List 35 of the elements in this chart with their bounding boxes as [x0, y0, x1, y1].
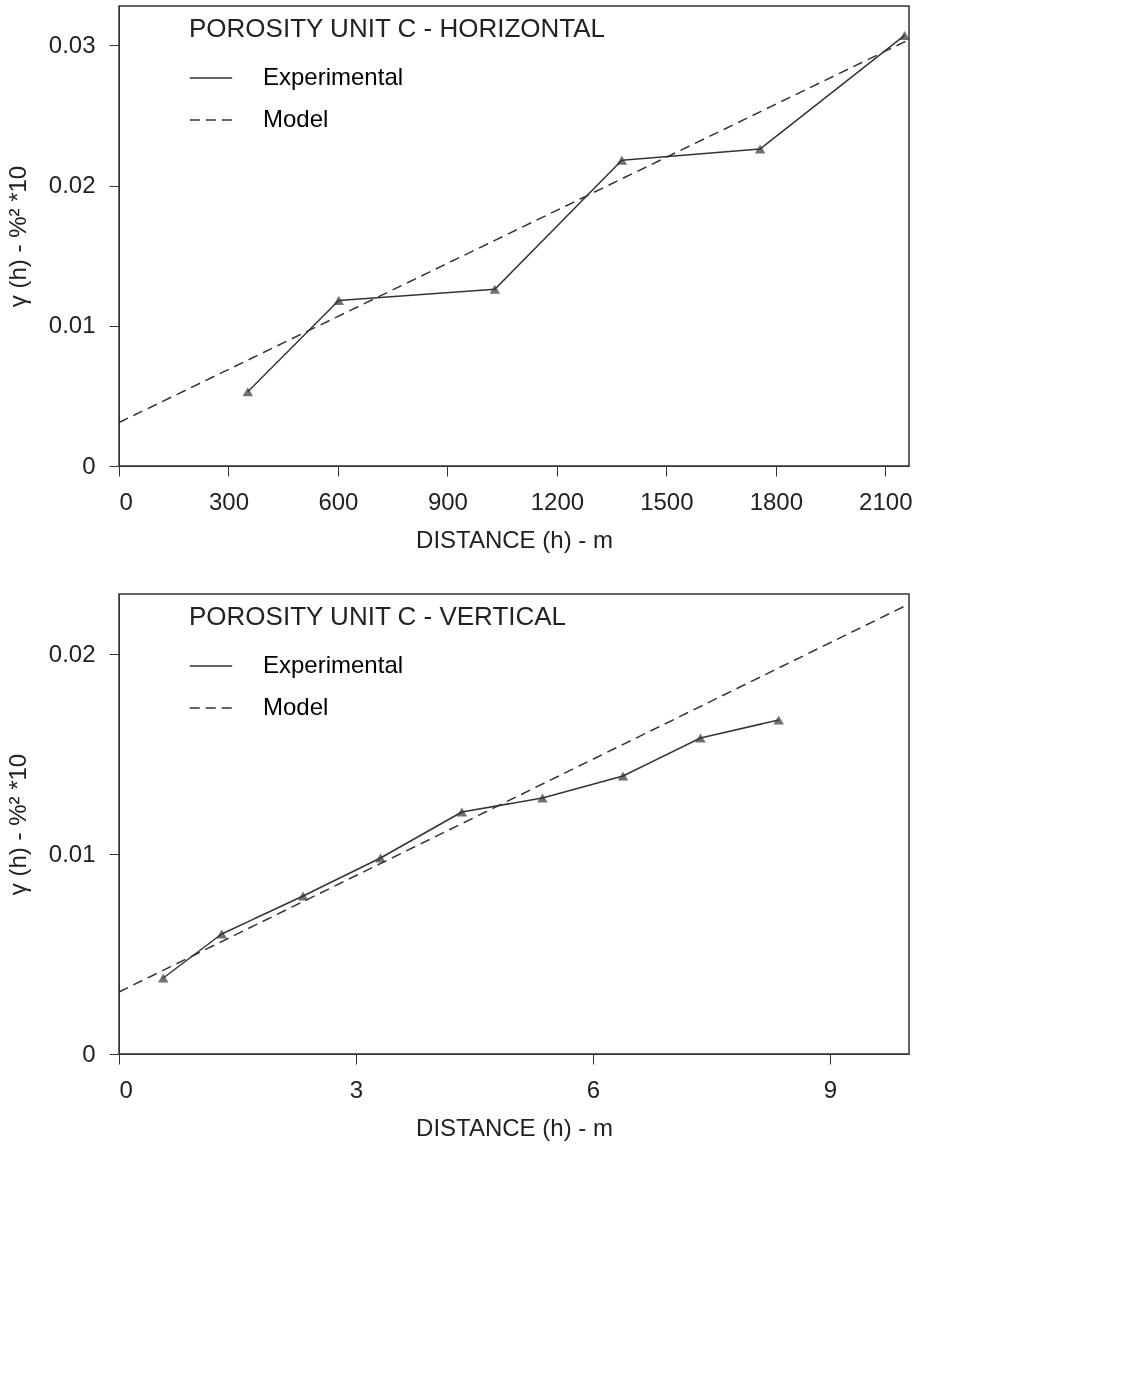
x-tick-label: 1200 — [530, 487, 585, 515]
x-tick-label: 900 — [427, 487, 468, 515]
y-tick-label: 0.01 — [48, 839, 96, 867]
chart-title: POROSITY UNIT C - HORIZONTAL — [189, 13, 606, 43]
x-tick-label: 3 — [349, 1075, 364, 1103]
point — [899, 30, 910, 40]
y-tick-label: 0 — [82, 451, 96, 479]
y-axis-title: γ (h) - %² *10 — [3, 165, 31, 308]
x-tick-label: 1800 — [749, 487, 804, 515]
x-tick-label: 0 — [119, 487, 133, 515]
x-axis-title: DISTANCE (h) - m — [416, 525, 613, 553]
x-tick-label: 2100 — [859, 487, 913, 515]
legend-label: Model — [263, 105, 329, 132]
point — [242, 387, 254, 397]
x-tick-label: 6 — [586, 1075, 601, 1103]
legend-label: Experimental — [263, 651, 404, 678]
x-tick-label: 0 — [119, 1075, 133, 1103]
x-tick-label: 300 — [208, 487, 249, 515]
legend-label: Experimental — [263, 63, 404, 90]
point — [333, 295, 344, 306]
point — [754, 144, 766, 154]
y-tick-label: 0 — [82, 1039, 96, 1067]
y-tick-label: 0.01 — [48, 311, 96, 339]
x-tick-label: 1500 — [640, 487, 694, 515]
point — [489, 284, 501, 294]
y-tick-label: 0.02 — [48, 639, 96, 667]
chart-title: POROSITY UNIT C - VERTICAL — [189, 601, 567, 631]
x-axis-title: DISTANCE (h) - m — [416, 1113, 613, 1141]
y-axis-title: γ (h) - %² *10 — [3, 753, 31, 896]
legend-label: Model — [263, 693, 329, 720]
x-tick-label: 9 — [823, 1075, 838, 1103]
y-tick-label: 0.03 — [48, 30, 96, 58]
point — [616, 155, 628, 165]
x-tick-label: 600 — [318, 487, 359, 515]
y-tick-label: 0.02 — [48, 171, 96, 199]
